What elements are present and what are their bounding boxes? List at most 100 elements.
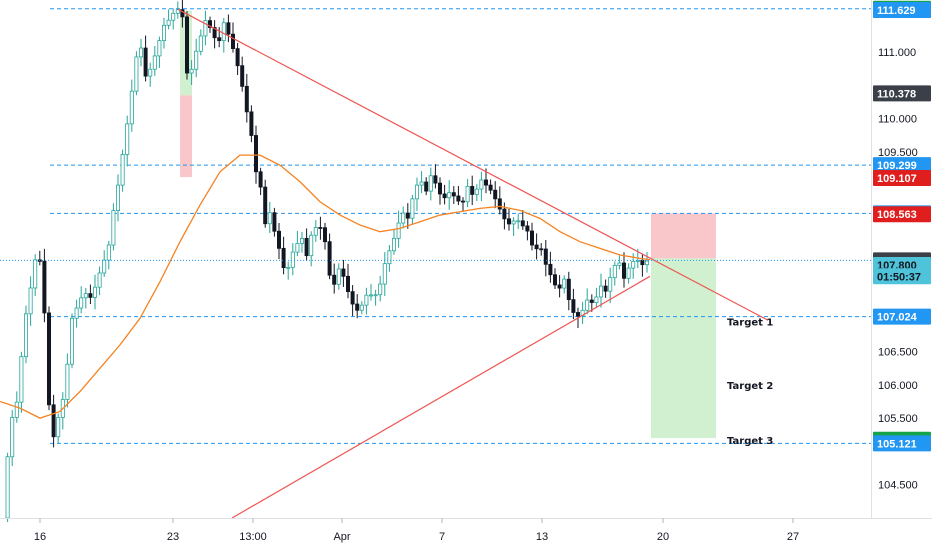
candle-body xyxy=(502,208,507,220)
candle-body xyxy=(51,404,56,438)
candle-body xyxy=(474,188,479,195)
target-label: Target 2 xyxy=(727,381,773,392)
candle-body xyxy=(263,186,268,225)
candle-body xyxy=(157,40,162,57)
candle-body xyxy=(608,277,613,292)
candle-body xyxy=(175,9,180,14)
candle-body xyxy=(359,304,364,311)
x-tick-label: 20 xyxy=(657,531,669,543)
price-badge-bg xyxy=(873,268,931,285)
candle-body xyxy=(465,186,470,203)
candle-body xyxy=(419,181,424,186)
candle-body xyxy=(286,266,291,269)
candle-body xyxy=(433,175,438,184)
candle-body xyxy=(47,312,52,406)
candle-body xyxy=(424,181,429,192)
candle-body xyxy=(557,284,562,289)
candle-body xyxy=(622,262,627,279)
candle-body xyxy=(281,247,286,269)
candle-body xyxy=(129,90,134,125)
candle-body xyxy=(396,222,401,239)
price-badge-label: 105.121 xyxy=(877,438,917,450)
candle-body xyxy=(194,50,199,70)
price-axis[interactable]: 111.000 110.000 109.500 106.500 106.000 105.5… xyxy=(878,47,918,492)
candle-body xyxy=(230,33,235,50)
price-badge-bg xyxy=(873,169,931,186)
candle-body xyxy=(171,12,176,21)
candle-body xyxy=(631,261,636,269)
candle-body xyxy=(120,154,125,186)
price-badge: 111.629 xyxy=(873,2,931,19)
candle-body xyxy=(387,250,392,265)
candle-body xyxy=(345,275,350,293)
price-badges: 111.649111.629110.378109.299109.107108.5… xyxy=(873,0,931,452)
candle-body xyxy=(378,283,383,296)
candle-body xyxy=(566,278,571,301)
candle-body xyxy=(304,237,309,257)
candle-body xyxy=(580,309,585,317)
candle-body xyxy=(10,417,15,458)
target-label: Target 3 xyxy=(727,436,773,447)
moving-average-line xyxy=(0,154,651,419)
candle-body xyxy=(428,175,433,192)
candle-body xyxy=(148,68,153,77)
candle-body xyxy=(534,244,539,250)
price-badge-label: 109.299 xyxy=(877,160,917,172)
price-badge-bg xyxy=(873,157,931,174)
price-badge: 108.563 xyxy=(873,206,931,223)
candle-body xyxy=(184,16,189,74)
target-label: Target 1 xyxy=(727,318,773,329)
candle-body xyxy=(603,285,608,292)
y-tick-label: 109.500 xyxy=(878,147,918,159)
candle-body xyxy=(88,293,93,298)
candle-body xyxy=(493,189,498,200)
candle-body xyxy=(599,285,604,298)
target-zone xyxy=(651,258,716,439)
candle-body xyxy=(253,135,258,173)
candle-body xyxy=(520,220,525,227)
candle-body xyxy=(483,179,488,186)
candle-body xyxy=(364,294,369,306)
candle-body xyxy=(203,20,208,37)
candle-body xyxy=(594,296,599,303)
price-badge: 109.299 xyxy=(873,157,931,174)
candle-body xyxy=(74,307,79,319)
time-axis[interactable]: 16 23 13:00 Apr 7 13 20 27 xyxy=(34,518,799,543)
candle-body xyxy=(341,268,346,277)
price-badge-bg xyxy=(873,2,931,19)
price-badge-label: 110.378 xyxy=(877,88,916,100)
candle-body xyxy=(240,65,245,87)
candle-body xyxy=(576,312,581,317)
candle-body xyxy=(470,186,475,195)
candle-body xyxy=(56,417,61,438)
candle-body xyxy=(111,210,116,246)
y-tick-label: 106.000 xyxy=(878,380,918,392)
candle-body xyxy=(410,198,415,219)
candle-body xyxy=(355,303,360,311)
candle-body xyxy=(212,27,217,39)
candle-body xyxy=(585,299,590,311)
candle-body xyxy=(189,68,194,74)
trendline xyxy=(177,8,769,321)
candle-body xyxy=(332,274,337,285)
candle-body xyxy=(548,263,553,276)
price-badge-label: 109.107 xyxy=(877,173,917,185)
candle-body xyxy=(116,184,121,212)
price-badge-bg xyxy=(873,435,931,452)
x-tick-label: Apr xyxy=(333,531,350,543)
candle-body xyxy=(207,20,212,28)
price-badge: 105.121 xyxy=(873,435,931,452)
candle-body xyxy=(106,244,111,261)
candle-body xyxy=(589,299,594,303)
plot-area[interactable] xyxy=(0,0,871,522)
candle-body xyxy=(617,262,622,266)
price-badge-bg xyxy=(873,308,931,325)
candle-body xyxy=(70,317,75,365)
candle-body xyxy=(543,248,548,265)
y-tick-label: 105.500 xyxy=(878,413,918,425)
candle-body xyxy=(272,212,277,232)
x-tick-label: 27 xyxy=(787,531,799,543)
candle-body xyxy=(152,55,157,70)
candle-body xyxy=(401,212,406,224)
